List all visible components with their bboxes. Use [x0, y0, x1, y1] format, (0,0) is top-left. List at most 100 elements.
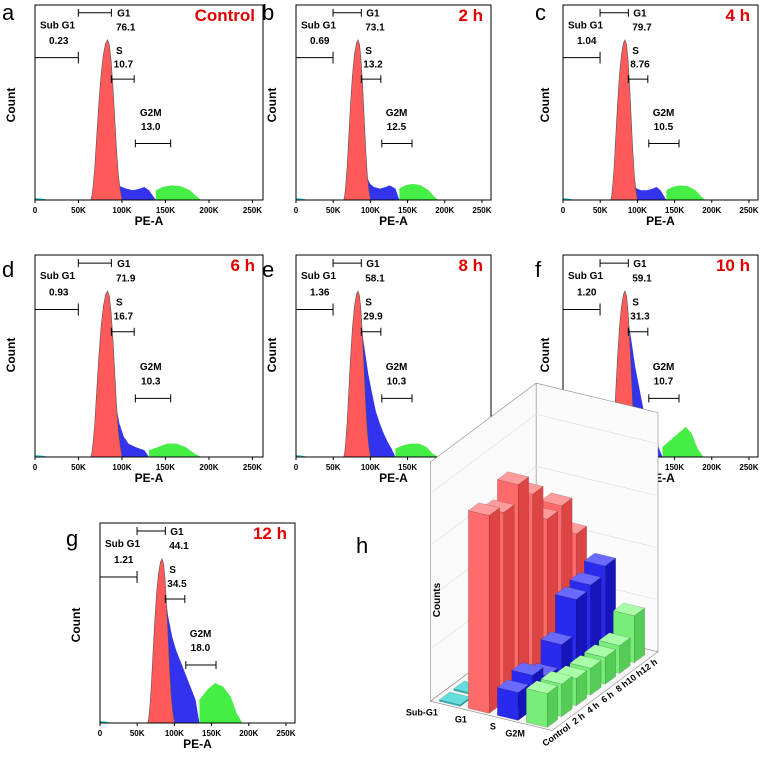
- plot-frame: [34, 254, 264, 458]
- g1-value: 59.1: [632, 273, 652, 284]
- g2m-histogram-area: [662, 426, 704, 457]
- sub-g1-label: Sub G1: [301, 20, 336, 31]
- g1-label: G1: [117, 9, 131, 20]
- x-tick-label: 0: [33, 206, 38, 215]
- x-tick-label: 0: [98, 729, 103, 738]
- g1-value: 58.1: [365, 273, 385, 284]
- g2m-label: G2M: [140, 108, 162, 119]
- g2m-value: 13.0: [141, 122, 161, 133]
- x-tick-label: 50K: [130, 729, 145, 738]
- x-tick-label: 100K: [112, 463, 131, 472]
- x-tick-label: 200K: [239, 729, 258, 738]
- bar-front-face: [468, 510, 490, 714]
- g2m-label: G2M: [653, 108, 675, 119]
- g2m-histogram-area: [399, 183, 439, 200]
- phase-label: G2M: [505, 729, 525, 739]
- g2m-label: G2M: [653, 362, 675, 373]
- x-tick-label: 150K: [398, 206, 417, 215]
- g1-histogram-area: [147, 558, 175, 723]
- x-tick-label: 0: [294, 463, 299, 472]
- histogram-outline: [90, 39, 123, 201]
- g2m-label: G2M: [386, 108, 408, 119]
- g1-label: G1: [633, 259, 647, 270]
- x-tick-label: 100K: [112, 206, 131, 215]
- x-tick-label: 250K: [276, 729, 295, 738]
- g1-label: G1: [117, 259, 131, 270]
- x-tick-label: 150K: [156, 463, 175, 472]
- g2m-value: 10.3: [387, 376, 407, 387]
- x-axis-label: PE-A: [135, 471, 164, 485]
- s-value: 29.9: [363, 312, 383, 323]
- g2m-value: 10.5: [654, 122, 674, 133]
- g2m-label: G2M: [386, 362, 408, 373]
- panel-letter: e: [262, 257, 274, 282]
- x-tick-label: 100K: [361, 206, 380, 215]
- x-tick-label: 200K: [702, 206, 721, 215]
- s-histogram-area: [629, 170, 667, 200]
- plot-frame: [34, 4, 264, 201]
- bar-side-face: [633, 607, 645, 664]
- panel-title: 6 h: [230, 256, 255, 275]
- s-label: S: [116, 46, 123, 57]
- sub-g1-value: 1.20: [577, 287, 597, 298]
- x-axis-label: PE-A: [379, 214, 408, 228]
- s-histogram-area: [164, 590, 200, 723]
- bar-front-face: [526, 688, 548, 728]
- bar-top-face: [583, 644, 617, 658]
- g2m-label: G2M: [190, 629, 212, 640]
- panel-title: 10 h: [716, 256, 750, 275]
- bar-s-control: [496, 679, 530, 721]
- panel-letter: b: [262, 0, 274, 25]
- s-histogram-area: [112, 167, 156, 200]
- histogram-panel-a: 0 50K 100K 150K 200K 250K PE-A Count a Control Sub…: [2, 0, 264, 228]
- panel-letter: a: [2, 0, 15, 25]
- histogram-outline: [343, 38, 371, 201]
- g1-label: G1: [366, 9, 380, 20]
- sub-g1-label: Sub G1: [301, 271, 336, 282]
- phase-label: G1: [455, 715, 467, 725]
- sub-g1-label: Sub G1: [40, 271, 75, 282]
- sub-g1-value: 0.23: [49, 36, 69, 47]
- histogram-outline: [610, 38, 638, 201]
- x-axis-label: PE-A: [379, 471, 408, 485]
- y-axis-label: Count: [4, 88, 18, 123]
- x-tick-label: 50K: [71, 206, 86, 215]
- bar-g2m-control: [525, 680, 559, 728]
- bar-top-face: [496, 679, 530, 693]
- g1-value: 79.7: [632, 22, 652, 33]
- g1-histogram-area: [90, 39, 123, 201]
- bar-top-face: [525, 680, 559, 694]
- s-label: S: [169, 565, 176, 576]
- histogram-panel-g: 0 50K 100K 150K 200K 250K PE-A Count g 12 h Sub G1…: [66, 522, 296, 751]
- histogram-panel-c: 0 50K 100K 150K 200K 250K PE-A Count c 4 h Sub G1 1…: [535, 0, 759, 228]
- g1-value: 71.9: [116, 273, 136, 284]
- x-tick-label: 250K: [472, 206, 491, 215]
- x-tick-label: 50K: [326, 206, 341, 215]
- g1-histogram-area: [343, 39, 371, 201]
- s-value: 34.5: [167, 579, 187, 590]
- bar-sub-g1-control: [438, 691, 472, 707]
- bar-top-face: [583, 552, 617, 567]
- g2m-histogram-area: [199, 683, 243, 723]
- bar-top-face: [540, 492, 573, 507]
- x-tick-label: 150K: [665, 463, 684, 472]
- x-tick-label: 100K: [165, 729, 184, 738]
- s-histogram-area: [360, 319, 396, 457]
- sub-g1-label: Sub G1: [568, 20, 603, 31]
- g1-histogram-area: [343, 291, 371, 457]
- s-label: S: [116, 298, 123, 309]
- x-tick-label: 250K: [739, 206, 758, 215]
- x-axis-label: PE-A: [646, 214, 675, 228]
- x-tick-label: 150K: [665, 206, 684, 215]
- x-tick-label: 100K: [628, 206, 647, 215]
- sub-g1-label: Sub G1: [568, 271, 603, 282]
- g1-label: G1: [366, 259, 380, 270]
- s-value: 16.7: [114, 312, 134, 323]
- x-tick-label: 150K: [156, 206, 175, 215]
- g1-value: 76.1: [116, 22, 136, 33]
- x-tick-label: 0: [33, 463, 38, 472]
- bar-front-face: [497, 687, 519, 721]
- bar-top-face: [569, 571, 602, 586]
